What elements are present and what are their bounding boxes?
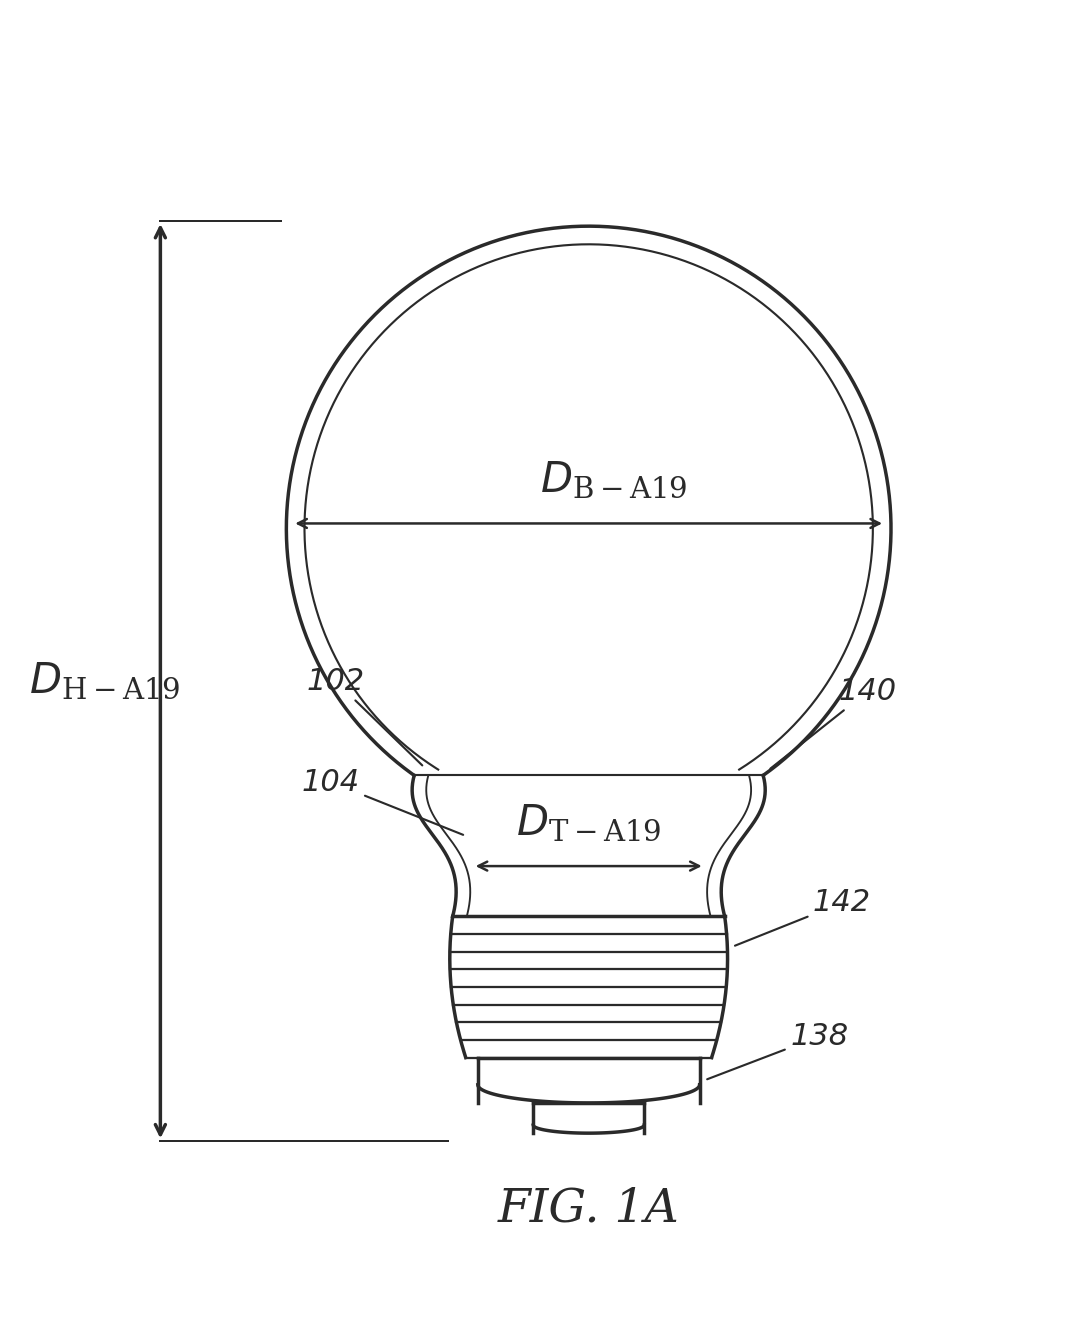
Text: 102: 102 bbox=[306, 666, 422, 765]
Text: 138: 138 bbox=[707, 1022, 847, 1079]
Text: FIG. 1A: FIG. 1A bbox=[498, 1186, 679, 1232]
Text: 140: 140 bbox=[770, 677, 897, 769]
Text: 104: 104 bbox=[302, 768, 463, 835]
Text: $D_{\mathregular{H-A19}}$: $D_{\mathregular{H-A19}}$ bbox=[29, 661, 180, 702]
Text: $D_{\mathregular{T-A19}}$: $D_{\mathregular{T-A19}}$ bbox=[516, 802, 661, 844]
Text: 142: 142 bbox=[734, 889, 871, 946]
Text: $D_{\mathregular{B-A19}}$: $D_{\mathregular{B-A19}}$ bbox=[539, 459, 688, 501]
